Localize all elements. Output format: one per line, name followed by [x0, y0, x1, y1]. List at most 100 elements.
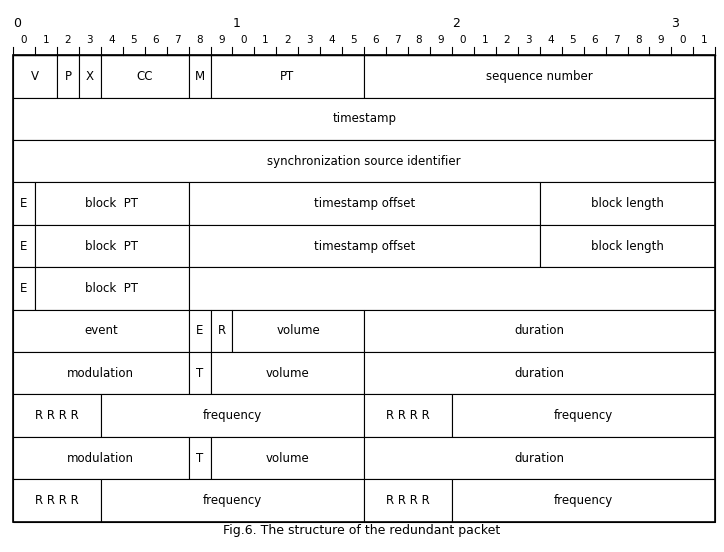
Text: R R R R: R R R R	[35, 494, 79, 507]
Bar	[211, 437, 364, 479]
Bar	[13, 55, 715, 522]
Text: 3: 3	[671, 17, 679, 30]
Text: R R R R: R R R R	[386, 494, 430, 507]
Text: 0: 0	[13, 17, 21, 30]
Text: 4: 4	[547, 35, 554, 45]
Text: synchronization source identifier: synchronization source identifier	[267, 155, 461, 168]
Text: 2: 2	[64, 35, 71, 45]
Bar	[232, 310, 364, 352]
Text: R: R	[217, 325, 226, 337]
Bar	[364, 395, 452, 437]
Bar	[13, 225, 35, 267]
Text: volume: volume	[266, 452, 309, 465]
Text: 5: 5	[569, 35, 576, 45]
Text: PT: PT	[280, 70, 295, 83]
Bar	[540, 182, 715, 225]
Text: E: E	[196, 325, 203, 337]
Text: M: M	[195, 70, 205, 83]
Text: block  PT: block PT	[85, 240, 138, 252]
Text: modulation: modulation	[67, 452, 135, 465]
Bar	[188, 267, 715, 310]
Text: frequency: frequency	[203, 494, 262, 507]
Text: block  PT: block PT	[85, 197, 138, 210]
Bar	[79, 55, 101, 98]
Bar	[35, 182, 188, 225]
Text: 9: 9	[657, 35, 664, 45]
Text: 1: 1	[232, 17, 240, 30]
Bar	[452, 479, 715, 522]
Text: P: P	[64, 70, 72, 83]
Bar	[211, 310, 232, 352]
Text: 4: 4	[328, 35, 334, 45]
Text: 9: 9	[438, 35, 445, 45]
Bar	[13, 98, 715, 140]
Bar	[101, 479, 364, 522]
Bar	[13, 437, 188, 479]
Text: T: T	[196, 367, 203, 380]
Text: timestamp: timestamp	[332, 112, 396, 125]
Text: X: X	[86, 70, 94, 83]
Text: V: V	[31, 70, 39, 83]
Bar	[540, 225, 715, 267]
Text: 5: 5	[130, 35, 137, 45]
Bar	[188, 437, 211, 479]
Text: frequency: frequency	[203, 409, 262, 422]
Text: E: E	[20, 282, 28, 295]
Text: 8: 8	[635, 35, 641, 45]
Bar	[188, 182, 540, 225]
Text: Fig.6. The structure of the redundant packet: Fig.6. The structure of the redundant pa…	[224, 524, 500, 538]
Text: 3: 3	[87, 35, 93, 45]
Bar	[364, 352, 715, 395]
Text: frequency: frequency	[554, 409, 613, 422]
Text: E: E	[20, 240, 28, 252]
Text: sequence number: sequence number	[487, 70, 593, 83]
Bar	[188, 352, 211, 395]
Text: 2: 2	[452, 17, 460, 30]
Text: 1: 1	[262, 35, 269, 45]
Text: timestamp offset: timestamp offset	[313, 197, 415, 210]
Text: 7: 7	[394, 35, 400, 45]
Text: block length: block length	[591, 197, 664, 210]
Text: volume: volume	[266, 367, 309, 380]
Bar	[13, 479, 101, 522]
Text: duration: duration	[515, 452, 565, 465]
Text: 6: 6	[152, 35, 159, 45]
Text: modulation: modulation	[67, 367, 135, 380]
Bar	[188, 310, 211, 352]
Bar	[188, 55, 211, 98]
Text: volume: volume	[277, 325, 320, 337]
Text: timestamp offset: timestamp offset	[313, 240, 415, 252]
Bar	[35, 225, 188, 267]
Bar	[364, 55, 715, 98]
Text: 0: 0	[460, 35, 466, 45]
Text: 0: 0	[240, 35, 247, 45]
Text: block  PT: block PT	[85, 282, 138, 295]
Text: duration: duration	[515, 325, 565, 337]
Text: CC: CC	[136, 70, 153, 83]
Bar	[364, 310, 715, 352]
Text: 3: 3	[526, 35, 532, 45]
Text: 3: 3	[306, 35, 313, 45]
Text: 8: 8	[416, 35, 422, 45]
Bar	[13, 395, 101, 437]
Text: 4: 4	[109, 35, 115, 45]
Text: 0: 0	[679, 35, 686, 45]
Bar	[364, 479, 452, 522]
Text: 6: 6	[592, 35, 598, 45]
Text: R R R R: R R R R	[386, 409, 430, 422]
Text: 7: 7	[613, 35, 620, 45]
Bar	[13, 310, 188, 352]
Bar	[364, 437, 715, 479]
Bar	[13, 182, 35, 225]
Text: E: E	[20, 197, 28, 210]
Bar	[13, 267, 35, 310]
Text: 1: 1	[701, 35, 707, 45]
Text: 8: 8	[196, 35, 203, 45]
Text: duration: duration	[515, 367, 565, 380]
Text: event: event	[84, 325, 118, 337]
Bar	[13, 55, 57, 98]
Bar	[35, 267, 188, 310]
Text: 9: 9	[218, 35, 225, 45]
Text: 6: 6	[372, 35, 379, 45]
Bar	[188, 225, 540, 267]
